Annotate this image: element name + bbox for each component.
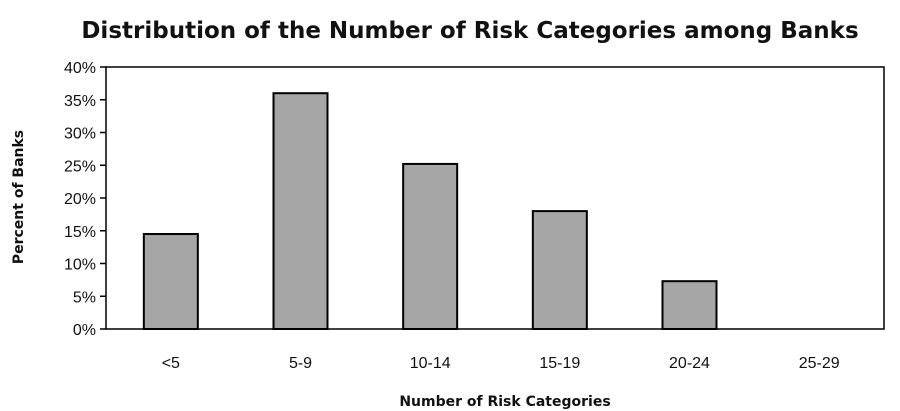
bars-group: [142, 92, 718, 331]
x-tick-label-0: <5: [162, 355, 180, 372]
x-tick-label-3: 15-19: [539, 355, 580, 372]
x-axis: <5 5-9 10-14 15-19 20-24 25-29: [162, 355, 840, 372]
x-tick-label-5: 25-29: [799, 355, 840, 372]
y-axis: 0% 5% 10% 15% 20% 25% 30% 35% 40%: [64, 60, 106, 339]
y-tick-label: 25%: [64, 158, 96, 175]
bar-1: [272, 92, 329, 330]
x-tick-label-4: 20-24: [669, 355, 710, 372]
plot-area-frame: [105, 66, 885, 330]
y-tick-label: 20%: [64, 191, 96, 208]
y-tick-label: 10%: [64, 257, 96, 274]
y-axis-title: Percent of Banks: [11, 130, 27, 264]
y-tick-label: 35%: [64, 93, 96, 110]
bar-2: [402, 162, 459, 330]
x-tick-label-2: 10-14: [410, 355, 451, 372]
y-tick-label: 0%: [73, 322, 96, 339]
bar-3: [531, 210, 588, 331]
bar-4: [661, 280, 718, 330]
chart-title: Distribution of the Number of Risk Categ…: [81, 18, 858, 44]
y-tick-label: 15%: [64, 224, 96, 241]
x-axis-title: Number of Risk Categories: [399, 394, 610, 410]
bar-0: [142, 233, 199, 330]
y-tick-label: 40%: [64, 60, 96, 77]
x-tick-label-1: 5-9: [289, 355, 312, 372]
y-tick-label: 30%: [64, 126, 96, 143]
y-tick-label: 5%: [73, 289, 96, 306]
